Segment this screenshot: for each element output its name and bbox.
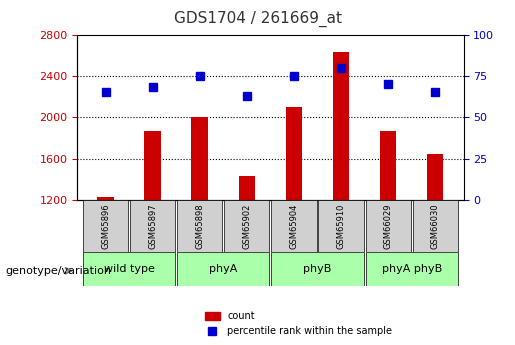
- FancyBboxPatch shape: [177, 200, 222, 252]
- Legend: count, percentile rank within the sample: count, percentile rank within the sample: [201, 307, 396, 340]
- FancyBboxPatch shape: [366, 200, 411, 252]
- Text: GSM65902: GSM65902: [243, 203, 251, 249]
- Text: wild type: wild type: [104, 264, 154, 274]
- Text: phyA phyB: phyA phyB: [382, 264, 442, 274]
- FancyBboxPatch shape: [83, 252, 175, 286]
- Text: GSM65897: GSM65897: [148, 203, 157, 249]
- Bar: [144, 131, 161, 200]
- Bar: [380, 131, 397, 200]
- Bar: [286, 107, 302, 200]
- Bar: [427, 154, 443, 200]
- FancyBboxPatch shape: [177, 252, 269, 286]
- FancyBboxPatch shape: [271, 252, 364, 286]
- FancyBboxPatch shape: [413, 200, 458, 252]
- FancyBboxPatch shape: [271, 200, 317, 252]
- FancyBboxPatch shape: [83, 200, 128, 252]
- Text: genotype/variation: genotype/variation: [5, 266, 111, 276]
- Text: GSM66030: GSM66030: [431, 203, 440, 249]
- Bar: [192, 117, 208, 200]
- FancyBboxPatch shape: [130, 200, 175, 252]
- Bar: [97, 197, 114, 200]
- Text: GSM65910: GSM65910: [336, 203, 346, 249]
- FancyBboxPatch shape: [224, 200, 269, 252]
- Text: GDS1704 / 261669_at: GDS1704 / 261669_at: [174, 10, 341, 27]
- Text: GSM65896: GSM65896: [101, 203, 110, 249]
- FancyBboxPatch shape: [318, 200, 364, 252]
- FancyBboxPatch shape: [366, 252, 458, 286]
- Bar: [333, 52, 349, 200]
- Text: GSM66029: GSM66029: [384, 203, 392, 249]
- Text: phyB: phyB: [303, 264, 332, 274]
- Text: GSM65898: GSM65898: [195, 203, 204, 249]
- Text: GSM65904: GSM65904: [289, 203, 298, 249]
- Bar: [238, 176, 255, 200]
- Text: phyA: phyA: [209, 264, 237, 274]
